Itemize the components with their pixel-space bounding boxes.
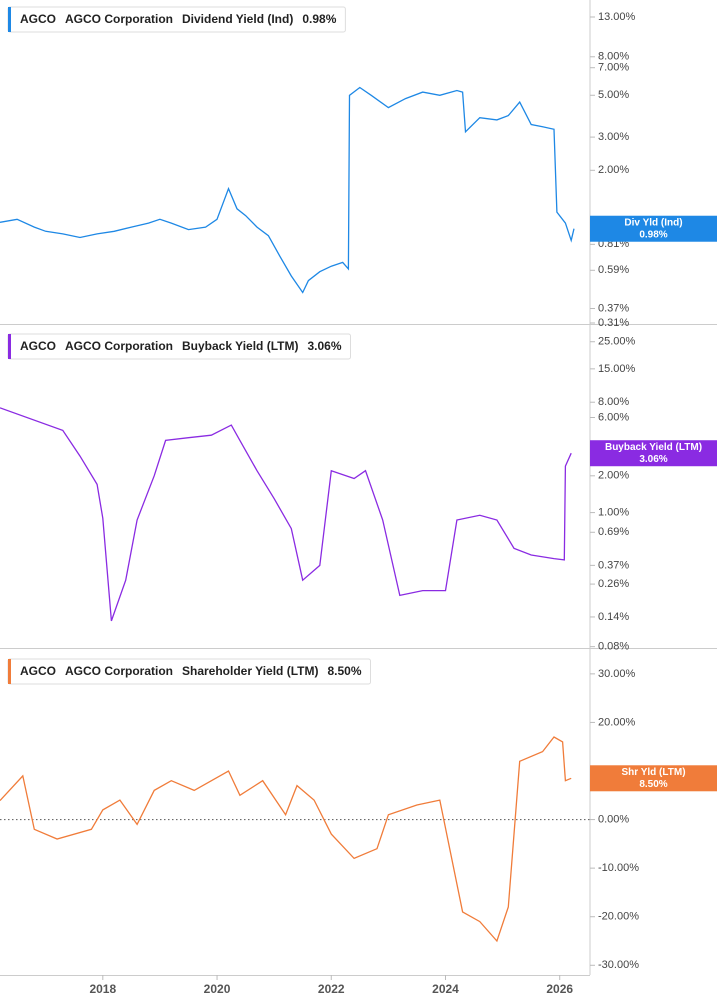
y-tick-label: 1.00%	[598, 506, 629, 518]
y-tick-label: -20.00%	[598, 911, 639, 923]
y-tick-label: 0.69%	[598, 526, 629, 538]
value-tag-value: 8.50%	[639, 779, 667, 790]
legend-text: AGCO	[20, 339, 56, 353]
value-tag	[590, 765, 717, 792]
y-tick-label: 5.00%	[598, 89, 629, 101]
y-tick-label: 2.00%	[598, 164, 629, 176]
legend-text: AGCO Corporation	[65, 12, 173, 26]
series-line	[0, 86, 575, 294]
value-tag	[590, 215, 717, 242]
y-tick-label: 2.00%	[598, 470, 629, 482]
x-tick-label: 2020	[204, 982, 231, 996]
y-tick-label: 6.00%	[598, 411, 629, 423]
series-line	[0, 407, 572, 622]
value-tag-value: 3.06%	[639, 454, 667, 465]
legend-text: AGCO Corporation	[65, 339, 173, 353]
series-line	[0, 736, 572, 943]
y-tick-label: 0.59%	[598, 264, 629, 276]
y-tick-label: 0.37%	[598, 559, 629, 571]
y-tick-label: 20.00%	[598, 716, 636, 728]
y-tick-label: 7.00%	[598, 62, 629, 74]
legend-text: AGCO Corporation	[65, 664, 173, 678]
legend-swatch	[8, 334, 11, 359]
y-tick-label: 0.08%	[598, 641, 629, 653]
legend: AGCO AGCO Corporation Shareholder Yield (L…	[7, 658, 371, 685]
value-tag-name: Div Yld (Ind)	[624, 217, 682, 228]
y-tick-label: 30.00%	[598, 668, 636, 680]
legend-text: Shareholder Yield (LTM)	[182, 664, 318, 678]
legend-text: 0.98%	[302, 12, 336, 26]
y-tick-label: 3.00%	[598, 131, 629, 143]
value-tag-name: Buyback Yield (LTM)	[605, 442, 702, 453]
y-tick-label: -10.00%	[598, 862, 639, 874]
y-tick-label: 8.00%	[598, 51, 629, 63]
legend-text: AGCO	[20, 12, 56, 26]
y-tick-label: 0.31%	[598, 317, 629, 329]
legend-swatch	[8, 659, 11, 684]
y-tick-label: 0.14%	[598, 611, 629, 623]
legend-text: 8.50%	[327, 664, 361, 678]
value-tag	[590, 440, 717, 467]
legend: AGCO AGCO Corporation Buyback Yield (LTM) 3…	[7, 333, 351, 360]
x-tick-label: 2022	[318, 982, 345, 996]
y-tick-label: 0.00%	[598, 813, 629, 825]
legend: AGCO AGCO Corporation Dividend Yield (Ind)…	[7, 6, 346, 33]
x-tick-label: 2024	[432, 982, 459, 996]
legend-box	[7, 6, 346, 33]
value-tag-value: 0.98%	[639, 229, 667, 240]
y-tick-label: 8.00%	[598, 396, 629, 408]
x-tick-label: 2026	[546, 982, 573, 996]
x-tick-label: 2018	[89, 982, 116, 996]
legend-text: Dividend Yield (Ind)	[182, 12, 293, 26]
y-tick-label: 13.00%	[598, 11, 636, 23]
legend-swatch	[8, 7, 11, 32]
legend-box	[7, 333, 351, 360]
legend-text: AGCO	[20, 664, 56, 678]
y-tick-label: 0.26%	[598, 578, 629, 590]
y-tick-label: -30.00%	[598, 959, 639, 971]
legend-text: Buyback Yield (LTM)	[182, 339, 298, 353]
y-tick-label: 25.00%	[598, 336, 636, 348]
y-tick-label: 15.00%	[598, 363, 636, 375]
legend-text: 3.06%	[307, 339, 341, 353]
y-tick-label: 0.37%	[598, 302, 629, 314]
value-tag-name: Shr Yld (LTM)	[621, 767, 685, 778]
